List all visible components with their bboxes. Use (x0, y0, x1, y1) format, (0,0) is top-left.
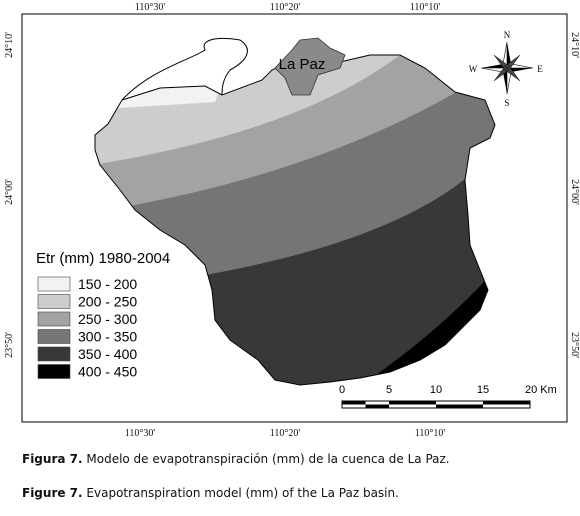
coord-bottom: 110°30' (125, 428, 156, 439)
compass-n: N (504, 30, 511, 40)
coord-left: 23°50' (4, 332, 15, 358)
legend-swatch (37, 364, 71, 379)
legend-label: 150 - 200 (78, 276, 137, 292)
coord-bottom: 110°10' (415, 428, 446, 439)
coord-right: 23°50' (569, 332, 580, 358)
city-area (274, 37, 346, 96)
coord-top: 110°30' (135, 2, 166, 13)
caption-label: Figure 7. (22, 486, 83, 500)
coord-top: 110°20' (270, 2, 301, 13)
coord-left: 24°00' (4, 179, 15, 205)
compass-w: W (469, 64, 478, 74)
legend-label: 250 - 300 (78, 311, 137, 327)
scale-label: 15 (477, 384, 489, 396)
map-figure: La Paz 110°30' 110°20' 110°10' 110°30' 1… (4, 2, 580, 439)
caption-label: Figura 7. (22, 452, 83, 466)
coord-right: 24°10' (569, 32, 580, 58)
caption-spanish: Figura 7. Modelo de evapotranspiración (… (22, 452, 452, 467)
city-label: La Paz (279, 56, 326, 73)
legend-label: 200 - 250 (78, 294, 137, 310)
legend-swatch (37, 329, 71, 344)
legend-label: 350 - 400 (78, 346, 137, 362)
legend-label: 300 - 350 (78, 329, 137, 345)
coord-right: 24°00' (569, 179, 580, 205)
legend-swatch (37, 294, 71, 309)
compass-rose: N S E W (469, 30, 544, 108)
scale-label: 10 (430, 384, 442, 396)
caption-english: Figure 7. Evapotranspiration model (mm) … (22, 486, 452, 501)
caption-text: Modelo de evapotranspiración (mm) de la … (86, 452, 450, 466)
compass-s: S (504, 98, 509, 108)
coord-top: 110°10' (410, 2, 441, 13)
caption-text: Evapotranspiration model (mm) of the La … (86, 486, 399, 500)
scale-label: 20 Km (525, 384, 557, 396)
legend: Etr (mm) 1980-2004 150 - 200 200 - 250250… (36, 250, 170, 380)
scale-label: 0 (339, 384, 345, 396)
legend-label: 400 - 450 (78, 364, 137, 380)
scale-bar: 0 5 10 15 20 Km (339, 384, 557, 409)
legend-swatch (37, 346, 71, 362)
coord-left: 24°10' (4, 32, 15, 58)
scale-label: 5 (386, 384, 392, 396)
legend-swatch (37, 276, 71, 292)
coastline (121, 37, 248, 101)
compass-e: E (537, 64, 543, 74)
coord-bottom: 110°20' (270, 428, 301, 439)
legend-swatch (37, 311, 71, 327)
legend-title: Etr (mm) 1980-2004 (36, 250, 170, 267)
